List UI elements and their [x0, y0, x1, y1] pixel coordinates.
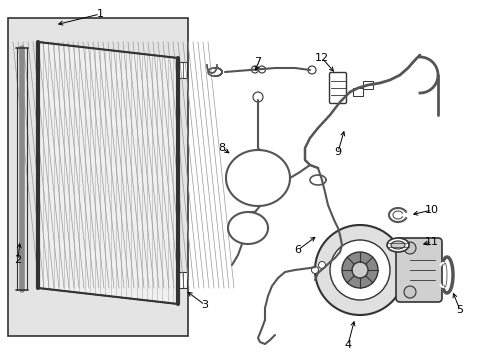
Circle shape	[403, 286, 415, 298]
Text: 2: 2	[15, 255, 21, 265]
Circle shape	[403, 242, 415, 254]
Text: 5: 5	[456, 305, 463, 315]
Text: 12: 12	[314, 53, 328, 63]
Ellipse shape	[386, 238, 408, 252]
Circle shape	[314, 225, 404, 315]
Circle shape	[258, 66, 265, 73]
Circle shape	[252, 92, 263, 102]
Bar	[179, 272, 186, 288]
Bar	[179, 62, 186, 78]
Text: 11: 11	[424, 237, 438, 247]
Polygon shape	[38, 42, 178, 304]
Text: 3: 3	[201, 300, 208, 310]
Text: 4: 4	[344, 340, 351, 350]
Ellipse shape	[390, 241, 404, 249]
Text: 6: 6	[294, 245, 301, 255]
Circle shape	[351, 262, 367, 278]
Bar	[362, 81, 372, 89]
FancyBboxPatch shape	[329, 72, 346, 104]
Circle shape	[307, 66, 315, 74]
Circle shape	[341, 252, 377, 288]
Text: 10: 10	[424, 205, 438, 215]
Text: 7: 7	[254, 57, 261, 67]
Circle shape	[329, 240, 389, 300]
FancyBboxPatch shape	[395, 238, 441, 302]
Text: 9: 9	[334, 147, 341, 157]
Text: 1: 1	[96, 9, 103, 19]
Bar	[352, 88, 362, 96]
Circle shape	[311, 266, 318, 274]
Circle shape	[318, 261, 325, 269]
Circle shape	[251, 66, 258, 73]
Text: 8: 8	[218, 143, 225, 153]
Bar	[8, 18, 187, 336]
